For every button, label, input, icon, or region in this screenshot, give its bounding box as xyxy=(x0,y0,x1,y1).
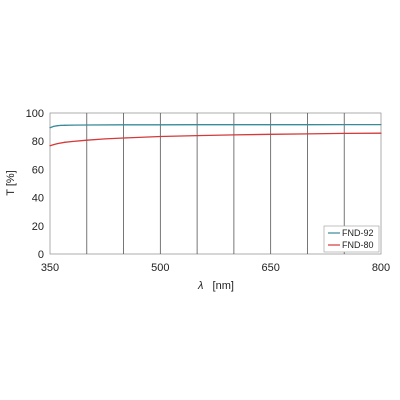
data-point-fnd-80-800 xyxy=(380,132,382,134)
data-point-fnd-80-350 xyxy=(49,145,51,147)
x-axis-title: λ [nm] xyxy=(197,280,234,292)
data-point-fnd-80-400 xyxy=(86,139,88,141)
x-tick-labels: 350 500 650 800 xyxy=(41,262,390,274)
data-point-fnd-80-650 xyxy=(270,133,272,135)
data-point-fnd-92-500 xyxy=(159,124,161,126)
data-point-fnd-92-750 xyxy=(343,123,345,126)
legend-label-fnd-92: FND-92 xyxy=(342,228,374,238)
data-point-fnd-92-400 xyxy=(86,124,88,126)
data-point-fnd-92-450 xyxy=(122,124,125,126)
y-tick-label-0: 0 xyxy=(38,249,44,261)
data-point-fnd-80-550 xyxy=(196,134,198,137)
data-point-fnd-92-550 xyxy=(196,124,198,126)
x-tick-label-650: 650 xyxy=(261,262,279,274)
data-point-fnd-92-380 xyxy=(71,124,73,126)
y-tick-label-80: 80 xyxy=(32,136,44,148)
data-point-fnd-92-650 xyxy=(270,124,272,126)
legend: FND-92 FND-80 xyxy=(323,225,380,253)
y-axis-title: T [%] xyxy=(5,170,17,195)
data-point-fnd-80-450 xyxy=(122,137,125,139)
data-point-fnd-92-355 xyxy=(53,125,55,127)
data-point-fnd-80-600 xyxy=(233,134,235,136)
x-tick-label-800: 800 xyxy=(372,262,390,274)
data-point-fnd-92-600 xyxy=(233,124,235,126)
legend-box xyxy=(323,225,380,253)
legend-label-fnd-80: FND-80 xyxy=(342,240,374,250)
data-point-fnd-80-750 xyxy=(343,132,345,135)
series-layer xyxy=(49,123,382,147)
y-tick-label-60: 60 xyxy=(32,164,44,176)
data-point-fnd-80-700 xyxy=(306,133,309,135)
data-point-fnd-92-360 xyxy=(56,125,58,127)
data-point-fnd-92-800 xyxy=(380,123,382,126)
data-point-fnd-80-425 xyxy=(104,138,106,140)
data-point-fnd-80-380 xyxy=(71,140,73,143)
data-point-fnd-92-365 xyxy=(60,124,62,127)
y-tick-label-100: 100 xyxy=(26,108,44,120)
x-axis-unit: [nm] xyxy=(213,280,234,292)
gridlines xyxy=(86,113,345,254)
data-point-fnd-92-370 xyxy=(64,124,66,126)
data-point-fnd-80-500 xyxy=(159,135,161,138)
data-point-fnd-92-700 xyxy=(306,124,309,126)
y-tick-labels: 0 20 40 60 80 100 xyxy=(26,108,44,261)
y-tick-label-40: 40 xyxy=(32,193,44,205)
x-tick-label-500: 500 xyxy=(151,262,169,274)
x-tick-label-350: 350 xyxy=(41,262,59,274)
data-point-fnd-80-360 xyxy=(56,142,58,145)
data-point-fnd-80-355 xyxy=(53,143,55,146)
data-point-fnd-80-370 xyxy=(64,141,66,143)
data-point-fnd-92-350 xyxy=(49,127,51,129)
x-axis-symbol: λ xyxy=(197,280,203,292)
y-tick-label-20: 20 xyxy=(32,221,44,233)
